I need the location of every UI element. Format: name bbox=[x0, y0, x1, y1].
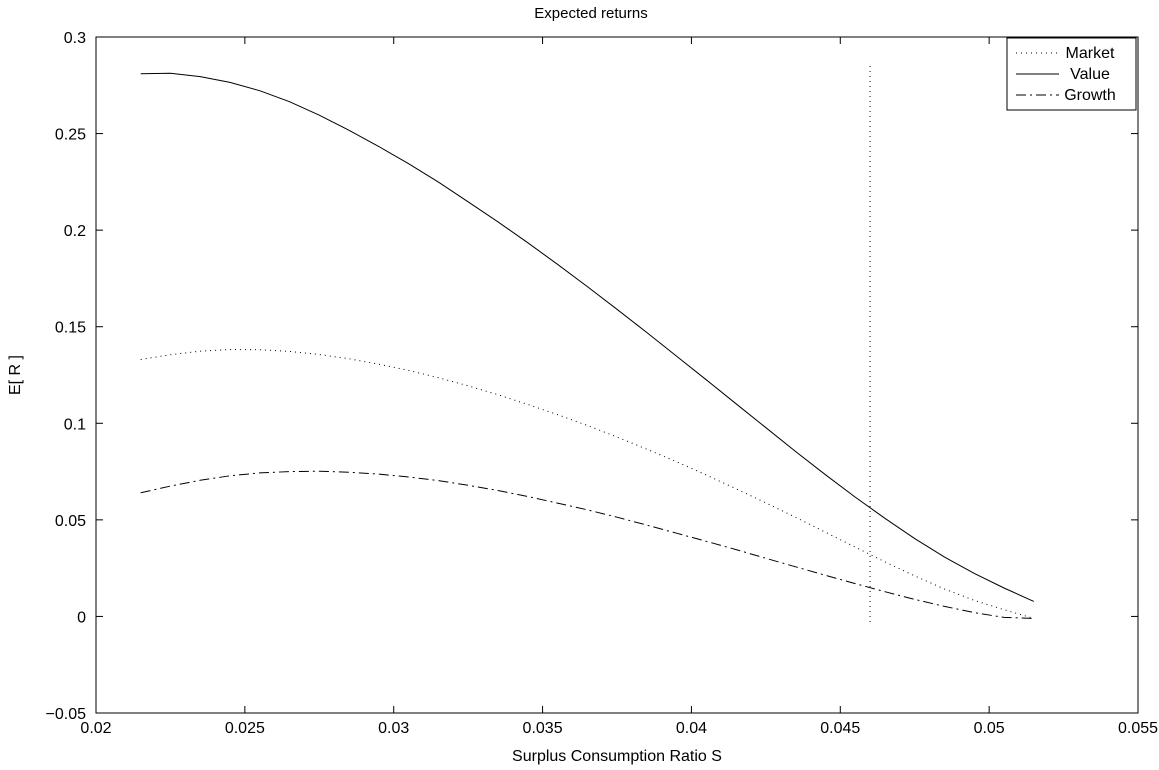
ticks-layer: 0.02 0.025 0.03 0.035 0.04 0.045 0.05 0.055 −0.0… bbox=[46, 30, 1159, 737]
plot-area: 0.02 0.025 0.03 0.035 0.04 0.045 0.05 0.055 −0.0… bbox=[46, 30, 1159, 737]
chart-title: Expected returns bbox=[534, 5, 647, 22]
x-tick-label: 0.02 bbox=[80, 720, 111, 737]
x-tick-label: 0.045 bbox=[820, 720, 860, 737]
x-tick-label: 0.025 bbox=[225, 720, 265, 737]
y-tick-label: 0.3 bbox=[64, 30, 86, 47]
y-tick-label: 0.25 bbox=[55, 127, 86, 144]
legend: Market Value Growth bbox=[1006, 37, 1137, 111]
x-axis-label: Surplus Consumption Ratio S bbox=[512, 748, 722, 765]
legend-label: Market bbox=[1066, 45, 1115, 62]
x-tick-label: 0.035 bbox=[523, 720, 563, 737]
legend-label: Value bbox=[1070, 66, 1110, 83]
x-tick-label: 0.04 bbox=[676, 720, 707, 737]
x-tick-label: 0.055 bbox=[1118, 720, 1158, 737]
y-tick-label: 0 bbox=[77, 609, 86, 626]
legend-box bbox=[1006, 37, 1137, 111]
series-layer bbox=[140, 65, 1035, 623]
x-tick-label: 0.05 bbox=[974, 720, 1005, 737]
y-tick-label: 0.15 bbox=[55, 320, 86, 337]
y-tick-label: 0.05 bbox=[55, 513, 86, 530]
y-tick-label: −0.05 bbox=[46, 706, 87, 723]
series-line-growth bbox=[140, 470, 1034, 619]
plot-frame bbox=[95, 36, 1139, 714]
series-line-value bbox=[140, 72, 1035, 602]
y-tick-label: 0.2 bbox=[64, 223, 86, 240]
series-line-market bbox=[140, 348, 1034, 619]
y-tick-label: 0.1 bbox=[64, 416, 86, 433]
y-axis-label: E[ R ] bbox=[7, 355, 24, 395]
x-tick-label: 0.03 bbox=[378, 720, 409, 737]
legend-label: Growth bbox=[1064, 87, 1116, 104]
